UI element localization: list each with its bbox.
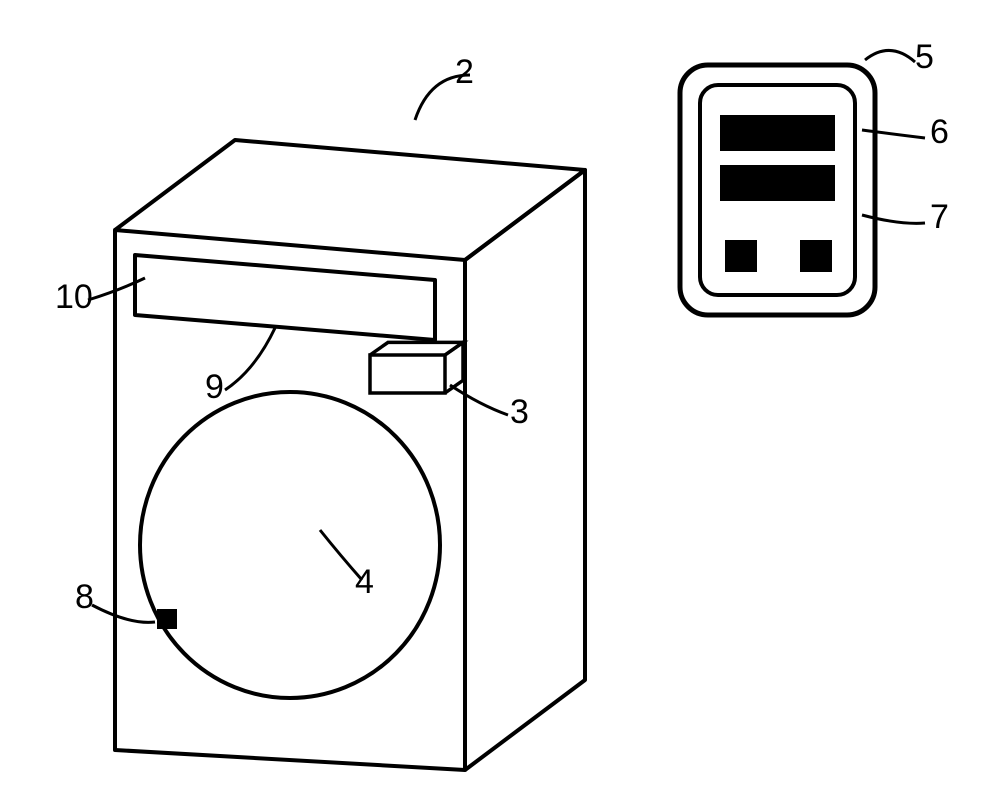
display-bar-1: [720, 115, 835, 151]
label-7: 7: [930, 198, 949, 237]
label-6: 6: [930, 113, 949, 152]
label-9: 9: [205, 368, 224, 407]
label-4: 4: [355, 563, 374, 602]
panel: [135, 255, 435, 340]
label-3: 3: [510, 393, 529, 432]
door: [140, 392, 440, 698]
label-10: 10: [55, 278, 93, 317]
button-2: [800, 240, 832, 272]
label-2: 2: [455, 53, 474, 92]
module-box: [370, 342, 463, 393]
label-5: 5: [915, 38, 934, 77]
display-bar-2: [720, 165, 835, 201]
small-box: [158, 610, 176, 628]
washer-body: [115, 140, 585, 770]
diagram-canvas: 2 5 6 7 3 9 10 4 8: [0, 0, 1000, 793]
figure-svg: [0, 0, 1000, 793]
button-1: [725, 240, 757, 272]
remote-device: [680, 65, 875, 315]
label-8: 8: [75, 578, 94, 617]
